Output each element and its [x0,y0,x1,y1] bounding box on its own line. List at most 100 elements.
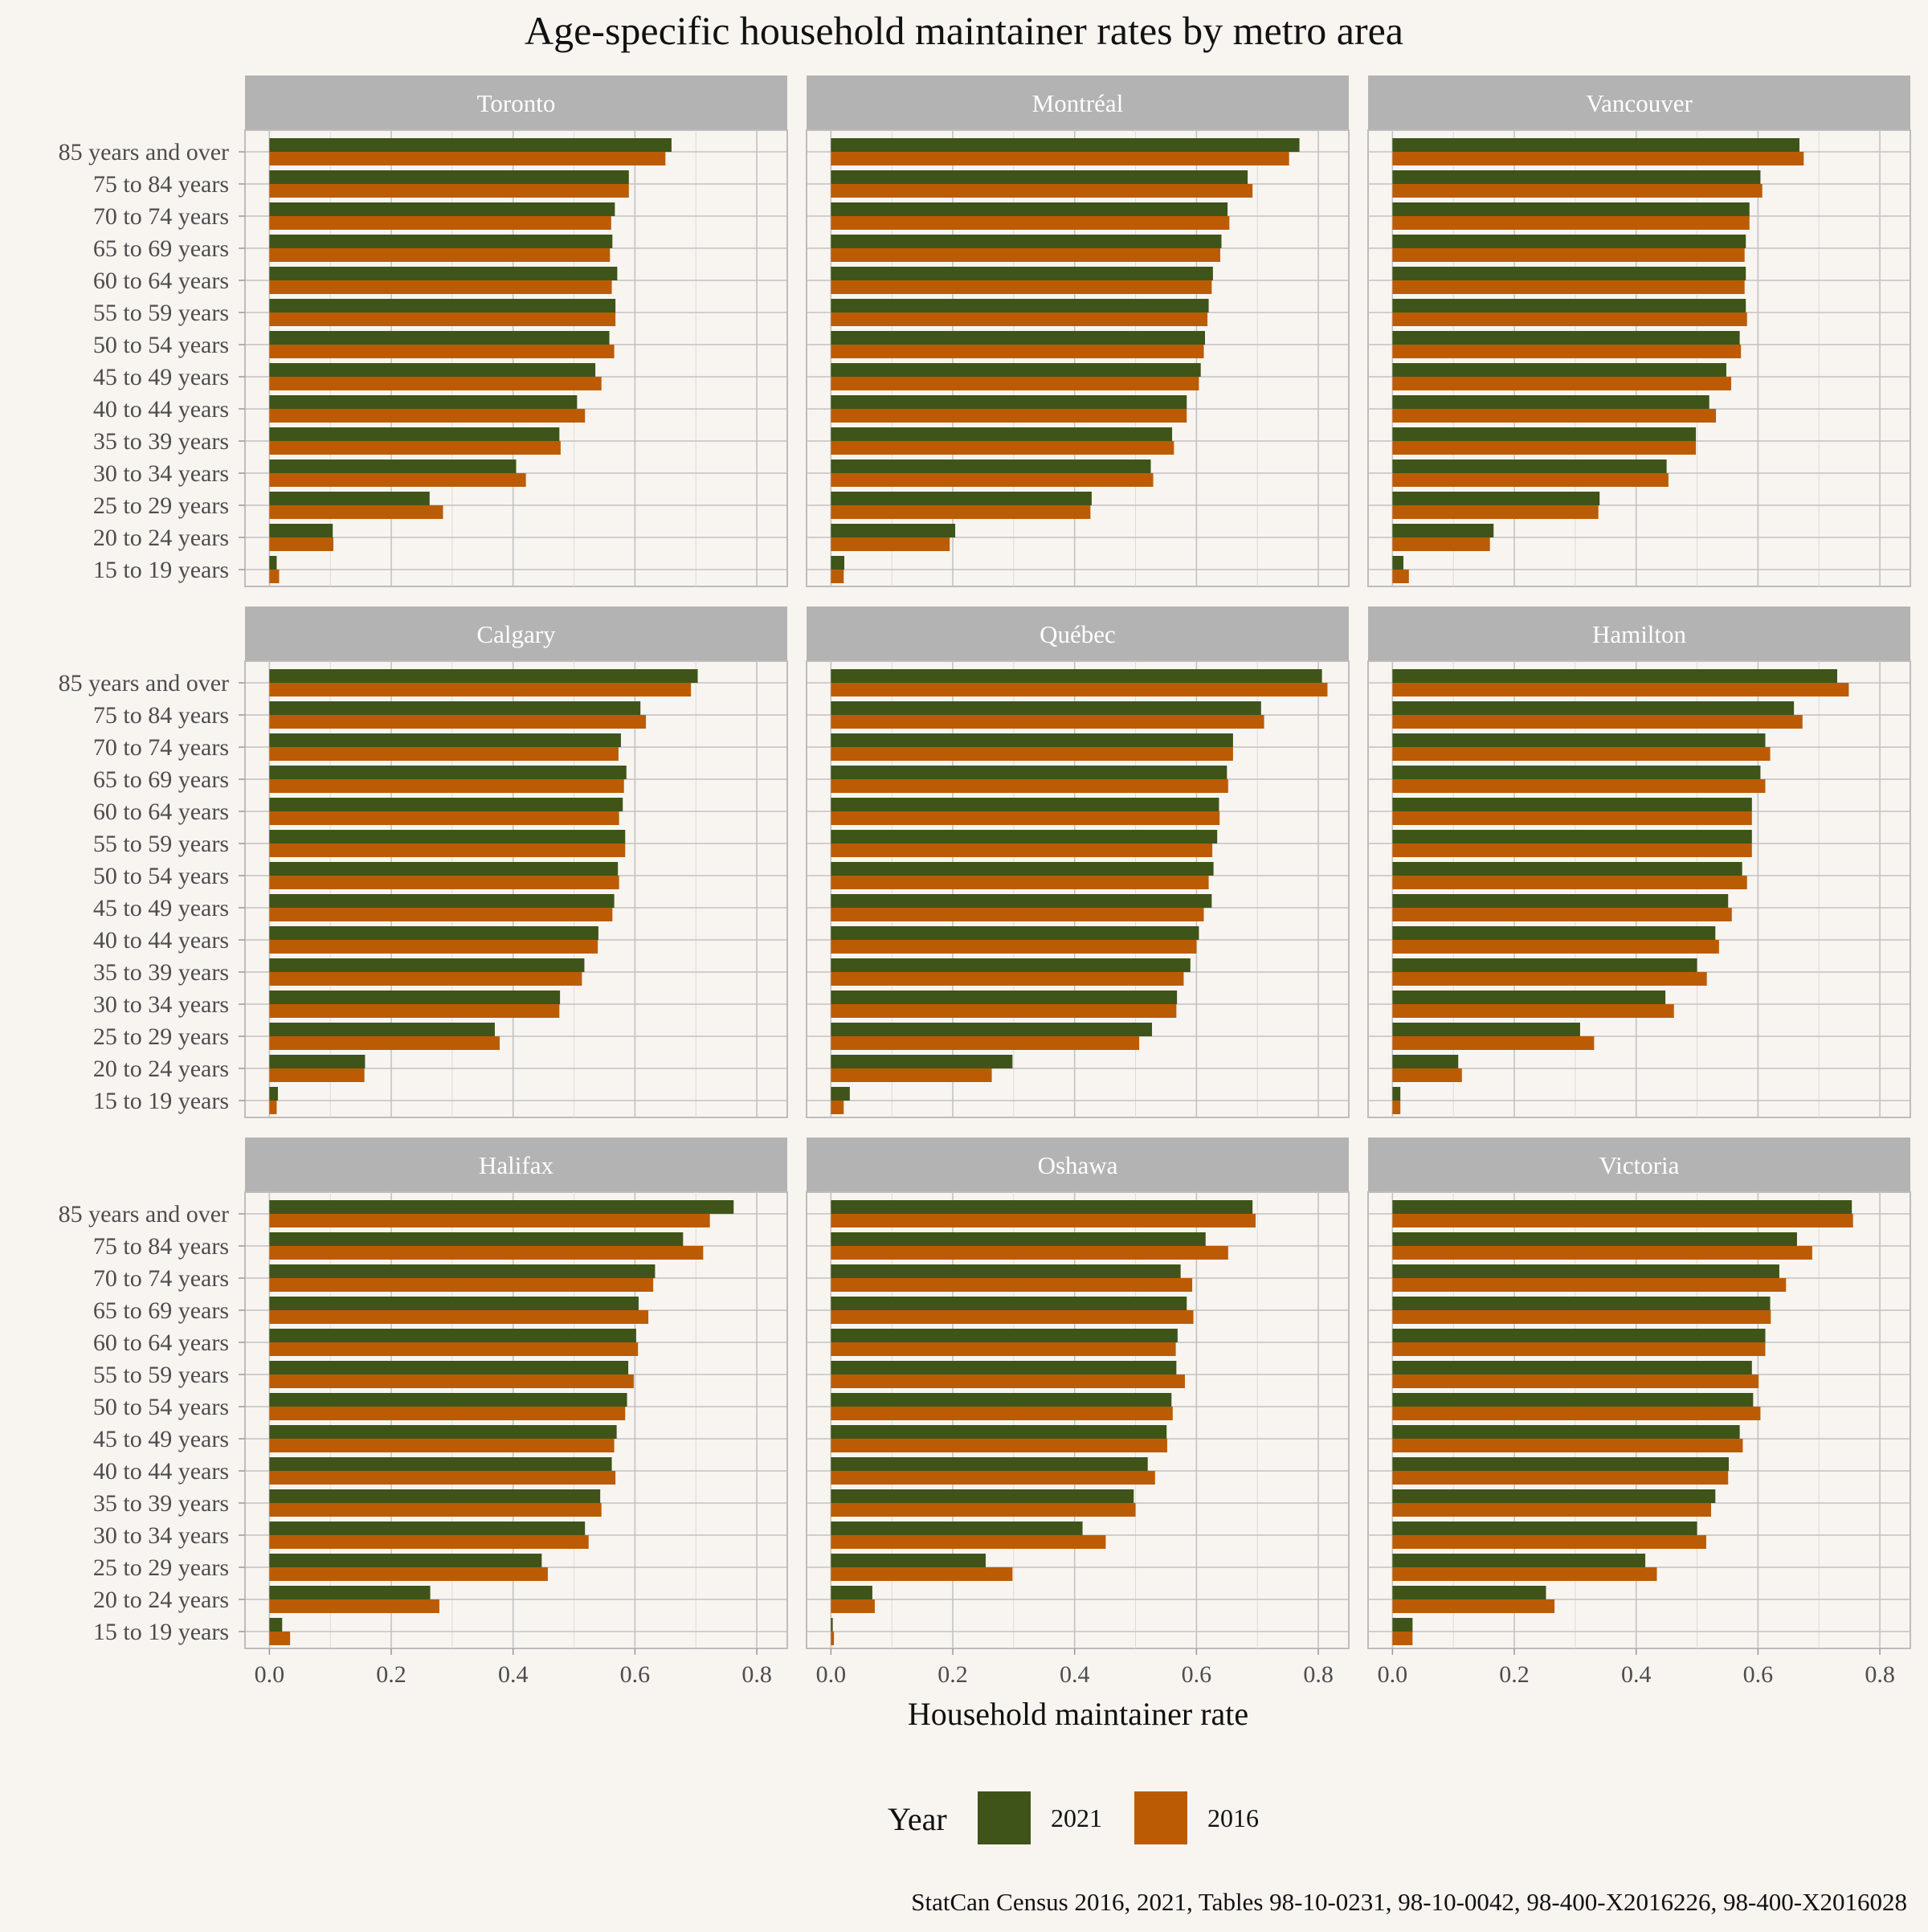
bar-2021 [1392,1457,1729,1471]
panel-strip-label: Vancouver [1586,89,1693,117]
y-tick-label: 65 to 69 years [93,766,229,793]
bar-2016 [269,908,613,921]
bar-2016 [1392,184,1763,198]
bar-2021 [1392,235,1746,248]
bar-2016 [1392,505,1599,519]
bar-2021 [1392,170,1761,184]
bar-2021 [269,862,619,876]
bar-2016 [831,473,1154,487]
bar-2016 [831,1036,1140,1050]
panel-calgary: Calgary 85 years and over 75 to 84 years 70… [59,607,788,1118]
bar-2016 [831,747,1233,761]
bar-2016 [269,940,598,954]
panel-border [806,660,1350,1118]
bar-2021 [269,331,610,345]
bar-2016 [1392,570,1409,583]
y-tick-label: 30 to 34 years [93,460,229,487]
bar-2016 [831,537,950,551]
bar-2016 [831,409,1187,423]
bar-2016 [269,312,616,326]
bar-2016 [269,1407,626,1420]
panel-border [1367,660,1911,1118]
bar-2016 [1392,1214,1853,1227]
bar-2016 [1392,409,1717,423]
bar-2021 [831,1618,833,1632]
bar-2016 [1392,1567,1657,1581]
bar-2021 [1392,830,1752,843]
bar-2016 [831,152,1289,165]
y-tick-label: 70 to 74 years [93,1265,229,1292]
x-tick-label: 0.6 [1743,1661,1774,1688]
bar-2016 [831,184,1253,198]
y-tick-label: 50 to 54 years [93,1394,229,1420]
bar-2016 [269,1471,616,1485]
bar-2016 [831,1471,1155,1485]
bar-2021 [831,701,1261,715]
bar-2021 [1392,1425,1740,1439]
x-tick-label: 0.8 [1865,1661,1895,1688]
bar-2021 [269,170,629,184]
bar-2016 [831,715,1264,729]
bar-2016 [269,972,582,986]
bar-2021 [269,1554,542,1567]
bar-2016 [1392,876,1747,889]
bar-2021 [831,235,1222,248]
panel-victoria: Victoria 0.0 0.2 0.4 0.6 0.8 [1367,1138,1911,1688]
bar-2021 [1392,1297,1771,1310]
bar-2021 [1392,926,1716,940]
bar-2021 [269,701,641,715]
y-tick-label: 75 to 84 years [93,1233,229,1260]
bar-2016 [269,280,612,294]
bar-2021 [831,958,1191,972]
bar-2021 [831,733,1233,747]
panel-toronto: Toronto 85 years and over 75 to 84 years 70… [59,76,788,587]
x-tick-label: 0.2 [937,1661,968,1688]
bar-2016 [831,811,1220,825]
y-tick-label: 30 to 34 years [93,991,229,1018]
panel-strip [807,76,1349,130]
x-tick-label: 0.6 [620,1661,651,1688]
bar-2016 [1392,216,1750,230]
bar-2016 [1392,312,1747,326]
bar-2016 [1392,779,1766,793]
bar-2016 [831,1214,1256,1227]
bar-2016 [1392,1036,1595,1050]
bar-2021 [831,460,1151,473]
panels-layer: Toronto 85 years and over 75 to 84 years 70… [59,76,1911,1688]
bar-2016 [831,779,1228,793]
legend-swatch-2016 [1134,1791,1187,1844]
bar-2021 [1392,202,1750,216]
y-tick-label: 15 to 19 years [93,1088,229,1114]
legend-title: Year [888,1801,947,1837]
x-tick-label: 0.4 [498,1661,529,1688]
panel-vancouver: Vancouver [1367,76,1911,587]
bar-2016 [269,1535,589,1549]
x-tick-label: 0.0 [255,1661,285,1688]
y-tick-label: 85 years and over [59,139,229,165]
panel-montreal: Montréal [806,76,1350,587]
y-tick-label: 75 to 84 years [93,171,229,198]
bar-2021 [269,1361,629,1374]
bar-2016 [831,908,1204,921]
bar-2021 [831,138,1300,152]
panel-strip-label: Hamilton [1592,620,1687,648]
y-tick-label: 15 to 19 years [93,1619,229,1645]
bar-2016 [1392,1632,1413,1645]
bar-2016 [269,345,615,358]
bar-2016 [831,1535,1106,1549]
x-tick-label: 0.2 [376,1661,406,1688]
bar-2021 [1392,1232,1797,1246]
y-tick-label: 35 to 39 years [93,1490,229,1517]
bar-2016 [269,843,626,857]
bar-2016 [1392,908,1732,921]
bar-2021 [269,798,623,811]
bar-2021 [1392,1361,1752,1374]
x-tick-label: 0.6 [1182,1661,1212,1688]
bar-2021 [1392,460,1667,473]
panel-strip [1368,607,1910,661]
bar-2021 [1392,862,1742,876]
bar-2016 [1392,1004,1674,1018]
bar-2021 [831,1586,872,1599]
bar-2016 [831,843,1213,857]
bar-2016 [831,876,1209,889]
